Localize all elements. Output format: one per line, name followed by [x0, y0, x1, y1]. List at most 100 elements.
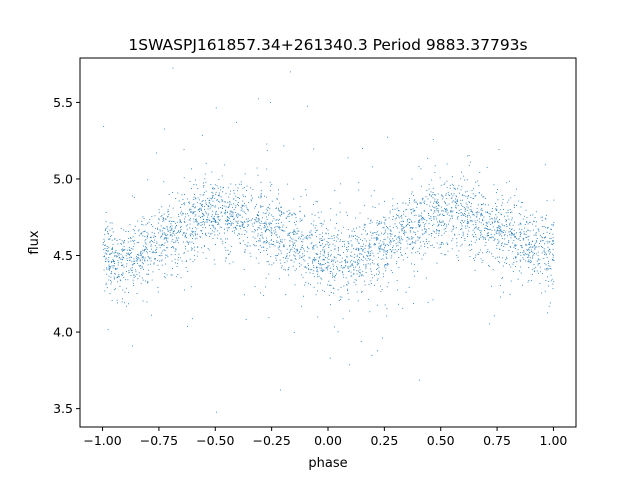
- data-point: [202, 206, 203, 207]
- data-point: [546, 231, 548, 233]
- data-point: [105, 260, 107, 262]
- data-point: [401, 254, 403, 256]
- data-point: [307, 247, 309, 249]
- data-point: [544, 243, 545, 245]
- data-point: [217, 224, 219, 225]
- data-point: [477, 253, 479, 255]
- data-point: [411, 191, 413, 193]
- data-point: [257, 174, 259, 176]
- data-point: [300, 264, 302, 266]
- data-point: [130, 238, 132, 239]
- data-point: [306, 105, 308, 107]
- data-point: [378, 274, 380, 276]
- data-point: [277, 255, 278, 256]
- data-point: [243, 269, 245, 270]
- data-point: [141, 266, 143, 267]
- data-point: [364, 224, 366, 226]
- data-point: [247, 242, 249, 244]
- data-point: [364, 238, 366, 240]
- data-point: [467, 236, 468, 237]
- data-point: [408, 238, 410, 240]
- data-point: [189, 181, 191, 182]
- data-point: [138, 255, 140, 256]
- data-point: [364, 251, 366, 253]
- data-point: [313, 248, 315, 250]
- data-point: [191, 249, 192, 251]
- data-point: [536, 260, 538, 262]
- data-point: [134, 230, 135, 232]
- data-point: [501, 223, 503, 225]
- data-point: [520, 232, 522, 234]
- data-point: [451, 207, 453, 209]
- data-point: [320, 251, 322, 253]
- data-point: [322, 247, 324, 249]
- data-point: [265, 230, 267, 232]
- data-point: [192, 232, 194, 233]
- data-point: [151, 216, 153, 218]
- data-point: [493, 184, 495, 186]
- data-point: [235, 226, 237, 228]
- data-point: [394, 252, 396, 254]
- data-point: [464, 210, 466, 212]
- data-point: [546, 257, 548, 258]
- data-point: [132, 345, 133, 347]
- x-axis-label: phase: [308, 456, 347, 471]
- data-point: [347, 261, 348, 263]
- data-point: [335, 273, 337, 275]
- data-point: [347, 157, 349, 159]
- data-point: [467, 207, 469, 209]
- data-point: [112, 267, 114, 269]
- data-point: [227, 224, 229, 226]
- data-point: [370, 253, 372, 255]
- data-point: [228, 227, 230, 229]
- data-point: [123, 266, 125, 268]
- data-point: [438, 223, 440, 225]
- data-point: [369, 223, 371, 224]
- data-point: [172, 232, 174, 234]
- data-point: [251, 200, 252, 202]
- data-point: [148, 257, 150, 259]
- data-point: [144, 240, 146, 242]
- data-point: [235, 207, 236, 209]
- data-point: [501, 243, 502, 245]
- data-point: [468, 212, 470, 214]
- data-point: [275, 254, 277, 256]
- data-point: [108, 257, 110, 258]
- data-point: [336, 260, 338, 262]
- data-point: [480, 209, 482, 211]
- data-point: [375, 236, 377, 238]
- data-point: [172, 246, 174, 248]
- data-point: [344, 267, 345, 269]
- data-point: [446, 180, 448, 182]
- data-point: [367, 263, 369, 265]
- data-point: [331, 238, 333, 239]
- data-point: [300, 257, 302, 259]
- data-point: [312, 262, 313, 264]
- data-point: [122, 255, 124, 257]
- data-point: [233, 230, 235, 232]
- data-point: [312, 234, 313, 236]
- data-point: [280, 252, 282, 254]
- data-point: [474, 228, 475, 230]
- data-point: [265, 224, 267, 226]
- data-point: [443, 225, 445, 226]
- data-point: [488, 235, 489, 236]
- data-point: [537, 263, 539, 265]
- data-point: [166, 229, 168, 231]
- data-point: [470, 197, 472, 198]
- data-point: [523, 250, 525, 251]
- data-point: [268, 222, 270, 224]
- data-point: [313, 148, 315, 150]
- data-point: [522, 239, 524, 241]
- data-point: [330, 267, 331, 269]
- data-point: [115, 255, 117, 257]
- data-point: [525, 237, 527, 239]
- data-point: [236, 221, 238, 223]
- data-point: [186, 224, 188, 226]
- data-point: [513, 234, 515, 236]
- data-point: [213, 220, 215, 222]
- data-point: [260, 205, 261, 207]
- data-point: [266, 219, 268, 220]
- data-point: [454, 201, 456, 203]
- data-point: [293, 212, 295, 214]
